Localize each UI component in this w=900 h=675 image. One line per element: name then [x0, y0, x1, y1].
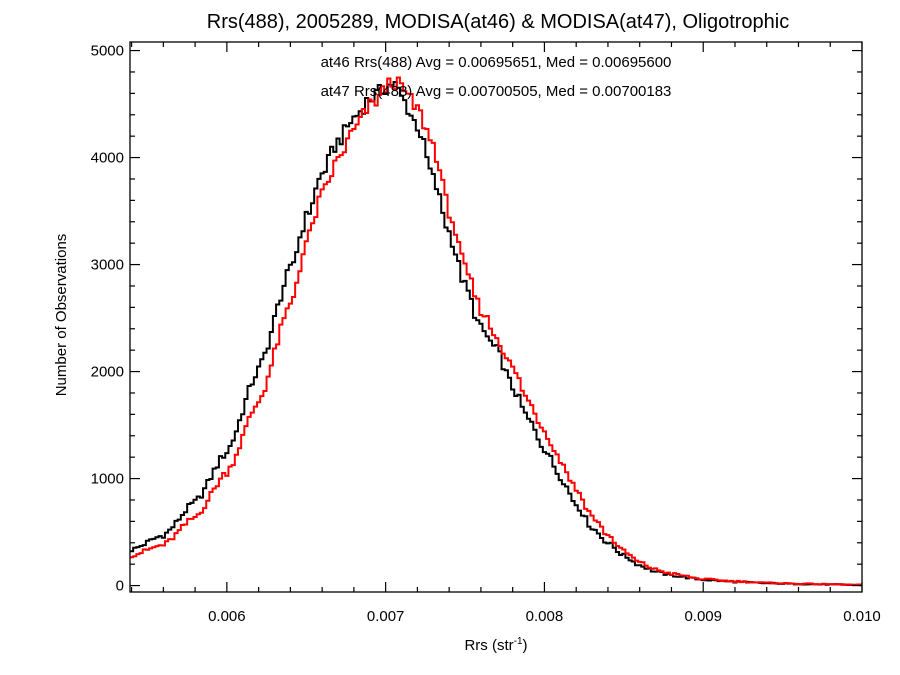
plot-frame — [129, 41, 863, 593]
x-tick-label: 0.010 — [843, 608, 881, 625]
y-axis-label: Number of Observations — [53, 234, 70, 397]
annotation-at47: at47 Rrs(488) Avg = 0.00700505, Med = 0.… — [321, 83, 672, 100]
chart-title: Rrs(488), 2005289, MODISA(at46) & MODISA… — [207, 11, 789, 33]
axis-ticks: 0.006 0.007 0.008 0.009 0.010 0 1000 2000 3000 40… — [91, 42, 881, 625]
y-tick-label: 4000 — [91, 150, 124, 167]
x-axis-label-superscript: -1 — [514, 636, 523, 647]
series-line-at47 — [130, 76, 862, 586]
y-tick-label: 0 — [116, 578, 124, 595]
y-tick-label: 1000 — [91, 471, 124, 488]
y-tick-label: 2000 — [91, 364, 124, 381]
x-tick-label: 0.007 — [367, 608, 405, 625]
plot-area — [130, 76, 862, 587]
x-tick-label: 0.008 — [526, 608, 564, 625]
annotation-at46: at46 Rrs(488) Avg = 0.00695651, Med = 0.… — [321, 54, 672, 71]
y-tick-label: 5000 — [91, 43, 124, 60]
x-axis-label: Rrs (str-1) — [464, 636, 527, 654]
x-axis-label-close: ) — [523, 637, 528, 654]
x-tick-label: 0.009 — [684, 608, 722, 625]
x-axis-label-main: Rrs (str — [464, 637, 513, 654]
x-tick-label: 0.006 — [208, 608, 246, 625]
y-tick-label: 3000 — [91, 257, 124, 274]
